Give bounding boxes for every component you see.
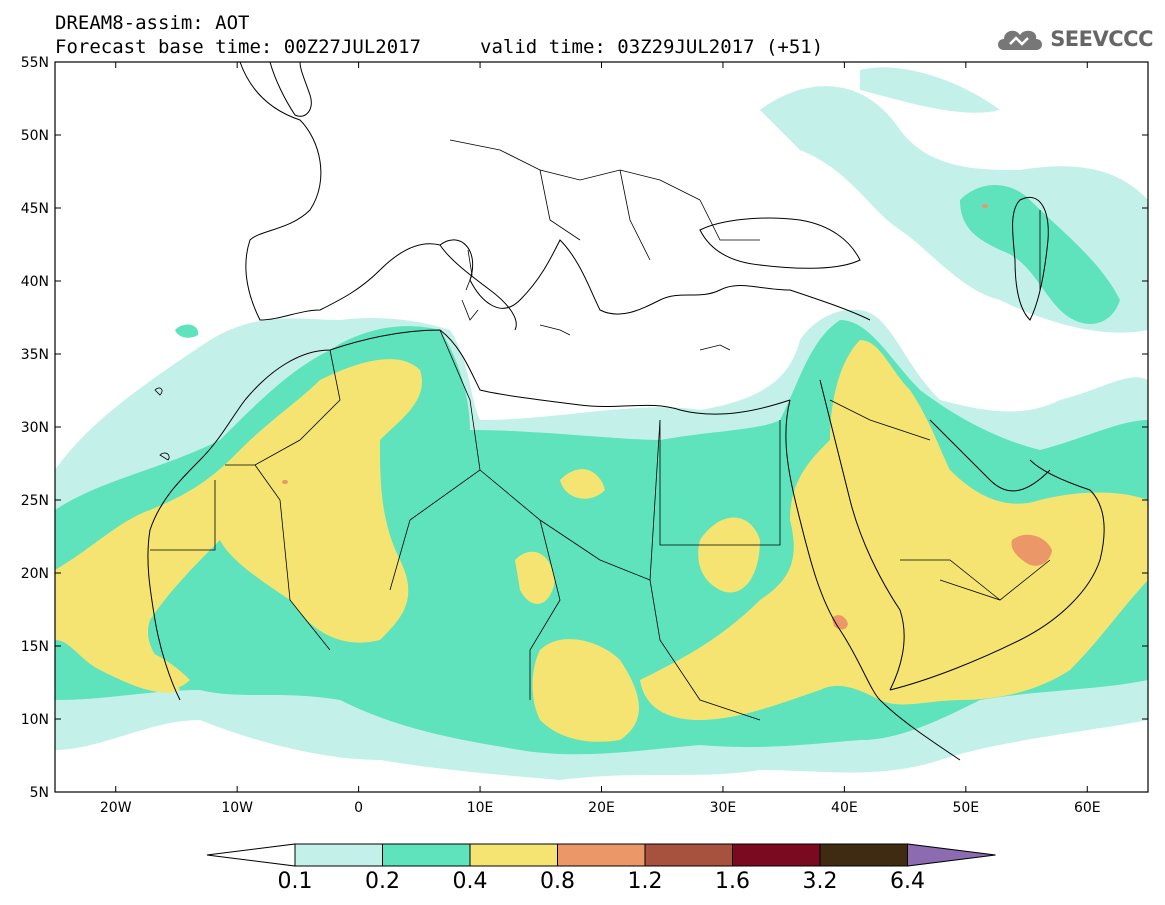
colorbar: 0.1 0.2 0.4 0.8 1.2 1.6 3.2 6.4 — [206, 843, 996, 894]
country-borders — [150, 139, 1051, 721]
lat-label: 55N — [21, 55, 49, 71]
colorbar-segment — [557, 843, 646, 867]
colorbar-label: 0.8 — [540, 869, 575, 894]
lon-label: 10E — [467, 800, 494, 816]
forecast-base-time: Forecast base time: 00Z27JUL2017 — [55, 36, 422, 58]
lat-label: 15N — [21, 639, 49, 655]
map-title: DREAM8-assim: AOT — [55, 12, 250, 34]
seevccc-logo: SEEVCCC — [994, 24, 1153, 54]
colorbar-label: 3.2 — [803, 869, 838, 894]
lat-label: 50N — [21, 128, 49, 144]
colorbar-upper-extension — [907, 843, 996, 867]
lat-label: 35N — [21, 347, 49, 363]
aot-band-0.8 — [282, 204, 1052, 630]
latitude-axis: 55N 50N 45N 40N 35N 30N 25N 20N 15N 10N 5N — [21, 55, 1148, 801]
lat-label: 5N — [30, 785, 49, 801]
aot-band-0.4 — [55, 340, 1148, 742]
valid-time: valid time: 03Z29JUL2017 (+51) — [480, 36, 824, 58]
lon-label: 10W — [221, 800, 253, 816]
colorbar-segment — [732, 843, 821, 867]
lon-label: 40E — [831, 800, 858, 816]
lat-label: 10N — [21, 712, 49, 728]
colorbar-lower-extension — [206, 843, 296, 867]
colorbar-segment — [382, 843, 471, 867]
colorbar-label: 0.1 — [278, 869, 313, 894]
lat-label: 40N — [21, 274, 49, 290]
lat-label: 25N — [21, 493, 49, 509]
coastlines — [147, 62, 1105, 761]
colorbar-segment — [644, 843, 733, 867]
lat-label: 45N — [21, 201, 49, 217]
lon-label: 50E — [952, 800, 979, 816]
cloud-logo-icon — [998, 30, 1043, 50]
lat-label: 30N — [21, 420, 49, 436]
longitude-axis: 20W 10W 0 10E 20E 30E 40E 50E 60E — [100, 62, 1101, 816]
colorbar-label: 6.4 — [890, 869, 925, 894]
lon-label: 20E — [588, 800, 615, 816]
colorbar-segment — [294, 843, 383, 867]
lon-label: 60E — [1074, 800, 1101, 816]
colorbar-label: 0.2 — [365, 869, 400, 894]
colorbar-label: 1.2 — [628, 869, 663, 894]
colorbar-segment — [819, 843, 908, 867]
colorbar-label: 0.4 — [453, 869, 488, 894]
lon-label: 30E — [710, 800, 737, 816]
lon-label: 0 — [354, 800, 363, 816]
colorbar-label: 1.6 — [715, 869, 750, 894]
islands — [154, 249, 731, 461]
lat-label: 20N — [21, 566, 49, 582]
colorbar-segment — [469, 843, 558, 867]
logo-text: SEEVCCC — [1050, 27, 1153, 51]
lon-label: 20W — [100, 800, 132, 816]
